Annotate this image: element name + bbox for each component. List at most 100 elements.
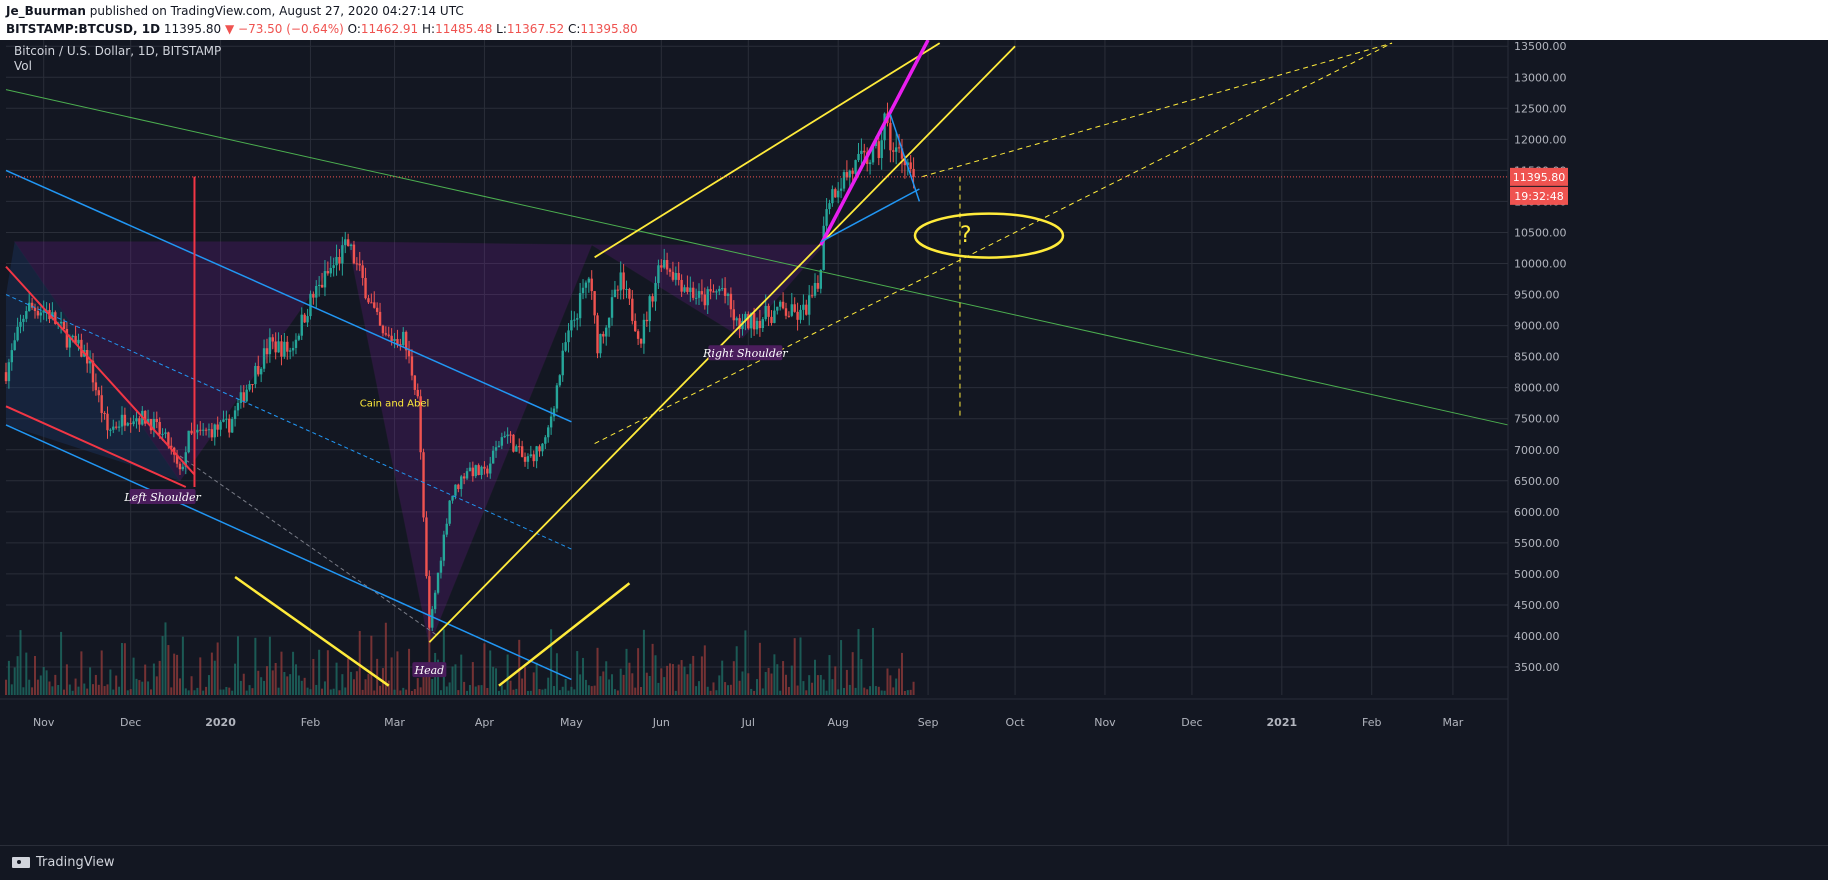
volume-bar [5,679,7,695]
candle-body [663,260,666,268]
candle-body [605,327,608,337]
blue-flag-upper [889,114,921,202]
candle-body [120,414,124,427]
volume-bar [7,660,10,695]
candle-body [27,302,31,312]
candle-body [686,287,689,292]
candle-body [648,296,651,322]
volume-bar [553,686,556,695]
candle-body [828,203,831,210]
candle-body [109,429,112,431]
price-tick-label: 8500.00 [1514,351,1560,364]
candle-body [909,162,912,169]
volume-bar [190,676,193,695]
tradingview-logo[interactable]: TradingView [12,855,115,870]
volume-bar [173,653,176,695]
candle-body [709,289,712,292]
volume-bar [793,638,796,695]
volume-bar [877,686,880,695]
volume-bar [364,679,367,695]
volume-bar [254,637,257,695]
candle-body [407,350,411,357]
volume-bar [132,657,135,695]
price-tick-label: 13500.00 [1514,40,1567,53]
volume-bar [686,674,689,695]
price-chart[interactable]: Left Shoulder Head Right Shoulder Cain and … [0,40,1828,845]
volume-bar [292,651,295,695]
volume-bar [248,685,251,695]
candle-body [587,278,591,283]
volume-bar [89,667,92,695]
candle-body [868,162,872,165]
time-tick-label: Feb [1362,716,1381,729]
candle-body [567,330,570,343]
volume-bar [642,629,645,695]
candle-body [25,311,28,319]
candle-body [836,190,840,198]
candle-body [636,331,640,339]
volume-bar [129,689,132,695]
candle-body [283,341,286,357]
green-trendline [5,89,1509,426]
volume-bar [25,652,28,695]
volume-bar [689,663,692,695]
candle-body [370,302,373,304]
volume-bar [648,675,651,695]
candle-body [16,326,19,341]
candle-body [222,419,225,422]
volume-bar [750,688,753,695]
price-tick-label: 7500.00 [1514,413,1560,426]
volume-bar [645,672,648,695]
candle-body [320,284,324,288]
volume-bar [596,647,599,695]
price-tick-label: 3500.00 [1514,661,1560,674]
volume-bar [497,690,500,695]
volume-bar [700,656,703,695]
candle-body [181,466,185,470]
volume-bar [251,688,254,695]
candle-body [471,467,475,477]
volume-bar [535,662,538,695]
candle-body [787,315,791,317]
candle-body [352,244,356,264]
author-name[interactable]: Je_Buurman [6,4,86,18]
volume-bar [660,668,663,695]
candle-body [152,419,156,431]
candle-body [97,390,100,396]
volume-indicator-label[interactable]: Vol [14,59,32,73]
time-tick-label: Apr [475,716,495,729]
volume-bar [202,690,205,695]
candle-body [842,172,846,189]
candle-body [242,392,245,402]
time-axis[interactable]: Nov Dec 2020 Feb Mar Apr May Jun Jul Aug Sep Oct Nov… [0,698,1508,729]
candle-body [341,245,344,264]
candle-body [404,331,408,351]
candle-body [576,318,579,320]
open-value: 11462.91 [360,22,419,36]
candle-body [486,468,489,474]
volume-bar [811,682,814,695]
candle-body [807,295,811,315]
yellow-dashed-extension [922,42,1393,178]
time-tick-label: Dec [1181,716,1202,729]
candle-body [741,320,744,330]
volume-bar [176,654,179,695]
candle-body [529,454,533,457]
yellow-x-line-left [234,576,390,687]
volume-bar [413,689,416,695]
candle-body [863,150,866,153]
candle-body [13,340,16,351]
yellow-question-ellipse [913,212,1065,259]
candle-body [454,484,457,496]
volume-bar [866,689,869,695]
volume-bar [767,667,770,695]
volume-bar [135,678,138,695]
candle-body [413,375,417,390]
volume-bar [390,657,393,695]
price-axis[interactable]: 13500.0013000.0012500.0012000.0011500.00… [6,40,1828,845]
volume-bar [703,645,706,695]
candle-body [262,348,266,369]
volume-bar [347,658,350,695]
candle-body [138,418,141,425]
volume-bar [268,636,271,695]
